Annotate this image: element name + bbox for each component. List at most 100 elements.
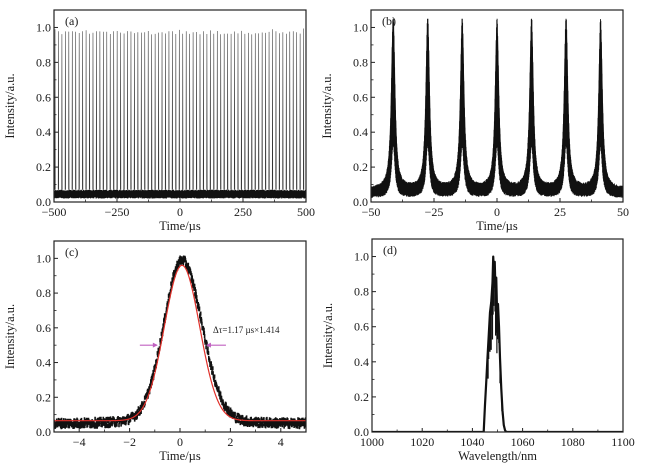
y-tick-label-b: 0.2: [353, 160, 368, 174]
x-tick-label-a: −250: [105, 205, 130, 219]
pulse-b: [553, 30, 579, 187]
pulse-b: [587, 32, 614, 187]
pulse-a: [99, 31, 101, 190]
x-tick-label-a: 250: [234, 205, 252, 219]
panel-c: 0.0 0.2 0.4 0.6 0.8 1.0 −4 −2 0 2 4 (c) Δτ=1.17 µs…: [3, 240, 307, 463]
pulse-b: [449, 30, 476, 187]
pulse-b: [518, 30, 545, 187]
y-tick-label-d: 0.2: [354, 390, 369, 404]
y-tick-label-b: 0.6: [353, 90, 368, 104]
pulse-a: [244, 33, 246, 190]
series-group-c: [54, 255, 306, 430]
pulse-a: [247, 32, 249, 190]
x-tick-label-a: 0: [177, 205, 183, 219]
pulse-a: [268, 31, 270, 190]
y-axis-title-c: Intensity/a.u.: [3, 304, 17, 369]
pulse-a: [78, 32, 80, 190]
x-tick-label-b: −50: [362, 205, 381, 219]
pulse-a: [95, 31, 98, 190]
pulse-a: [292, 31, 294, 190]
pulse-a: [275, 31, 277, 190]
pulse-a: [254, 33, 256, 190]
fwhm-arrowhead-left: [152, 342, 158, 348]
x-tick-label-b: 0: [494, 205, 500, 219]
pulse-a: [168, 31, 170, 190]
pulse-a: [175, 33, 177, 190]
pulse-a: [144, 32, 146, 190]
pulse-a: [185, 31, 187, 190]
y-tick-label-b: 0.0: [353, 195, 368, 209]
pulse-a: [133, 33, 135, 190]
pulse-a: [154, 33, 156, 190]
plot-area-c: [54, 255, 306, 430]
y-axis-title-b: Intensity/a.u.: [320, 73, 334, 138]
pulse-a: [240, 30, 243, 190]
pulse-a: [265, 32, 267, 190]
y-tick-label-c: 1.0: [36, 251, 51, 265]
spectrum-fill-d: [486, 260, 504, 415]
pulse-a: [261, 32, 263, 190]
y-tick-label-a: 0.4: [36, 125, 51, 139]
ticks-c: 0.0 0.2 0.4 0.6 0.8 1.0 −4 −2 0 2 4: [36, 251, 284, 449]
x-tick-label-c: 4: [278, 435, 284, 449]
panel-b: 0.0 0.2 0.4 0.6 0.8 1.0 −50 −25 0 25 50 (b) Time/µ…: [320, 9, 629, 233]
y-tick-label-b: 0.4: [353, 125, 368, 139]
x-tick-label-a: 500: [297, 205, 315, 219]
pulse-a: [113, 31, 115, 190]
series-group-d: [372, 255, 623, 432]
y-tick-label-c: 0.4: [36, 356, 51, 370]
pulse-a: [303, 28, 305, 190]
x-axis-title-b: Time/µs: [476, 219, 518, 233]
x-tick-label-d: 1040: [460, 435, 484, 449]
pulse-a: [140, 32, 142, 190]
pulse-a: [171, 31, 173, 190]
y-tick-label-d: 0.4: [354, 355, 369, 369]
pulse-b: [414, 30, 441, 187]
pulse-a: [64, 31, 66, 190]
y-tick-label-c: 0.6: [36, 321, 51, 335]
pulse-a: [258, 33, 260, 190]
pulse-a: [220, 34, 222, 190]
x-tick-label-b: 50: [617, 205, 629, 219]
pulse-a: [164, 33, 167, 190]
pulse-train-b: [371, 18, 623, 198]
pulse-a: [289, 31, 291, 190]
y-tick-label-a: 0.0: [36, 195, 51, 209]
y-tick-label-b: 1.0: [353, 20, 368, 34]
plot-area-b: [371, 18, 623, 198]
pulse-a: [123, 33, 125, 190]
series-group-a: [54, 28, 306, 199]
y-tick-label-a: 1.0: [36, 20, 51, 34]
panel-a: 0.0 0.2 0.4 0.6 0.8 1.0 −500 −250 0 250 500 (a) Ti…: [3, 9, 315, 233]
pulse-a: [271, 29, 274, 190]
x-tick-label-d: 1020: [410, 435, 434, 449]
pulse-a: [88, 33, 91, 190]
x-tick-label-b: 25: [554, 205, 566, 219]
pulse-a: [189, 33, 191, 190]
pulse-a: [237, 33, 239, 190]
pulse-a: [223, 33, 225, 190]
pulse-a: [227, 33, 229, 190]
pulse-a: [182, 33, 184, 190]
pulse-a: [116, 30, 118, 190]
pulse-a: [68, 31, 70, 190]
panel-label-a: (a): [65, 14, 78, 28]
pulse-a: [130, 31, 132, 190]
plot-area-a: [54, 28, 306, 199]
panel-label-c: (c): [65, 245, 78, 259]
pulse-a: [216, 30, 218, 190]
axes-frame-c: [53, 240, 307, 433]
pulse-a: [85, 30, 87, 190]
fwhm-annotation: Δτ=1.17 µs×1.414: [213, 325, 280, 335]
x-axis-title-d: Wavelength/nm: [458, 449, 537, 463]
pulse-a: [147, 30, 149, 190]
pulse-a: [82, 31, 84, 190]
pulse-a: [285, 33, 287, 190]
y-tick-label-d: 0.6: [354, 320, 369, 334]
pulse-a: [109, 33, 111, 190]
pulse-a: [296, 32, 298, 190]
pulse-a: [106, 31, 108, 190]
pulse-a: [126, 31, 129, 190]
pulse-a: [199, 34, 201, 190]
